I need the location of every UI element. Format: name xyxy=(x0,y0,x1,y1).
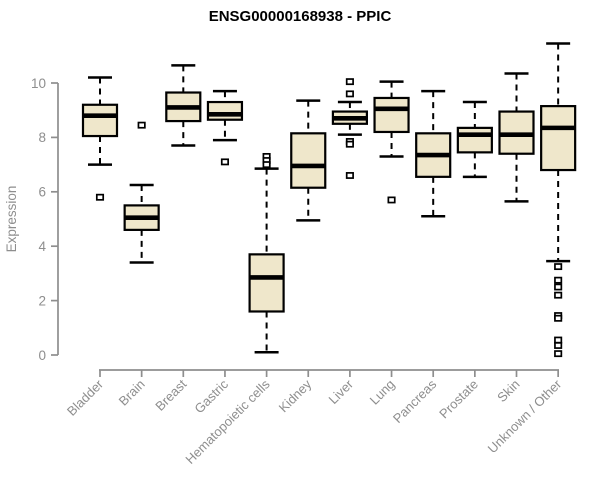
x-label-pancreas: Pancreas xyxy=(390,376,440,426)
x-label-bladder: Bladder xyxy=(64,376,107,419)
box-group-unknown-other xyxy=(540,42,577,358)
outlier-point xyxy=(554,350,563,358)
iqr-box xyxy=(81,103,119,138)
box-group-brain xyxy=(123,121,160,264)
outlier-point xyxy=(554,263,563,271)
outlier-point xyxy=(220,158,230,166)
outlier-point xyxy=(554,314,563,322)
outlier-point xyxy=(95,193,105,201)
outlier-point xyxy=(387,196,396,204)
y-tick-label: 6 xyxy=(38,185,46,200)
box-group-breast xyxy=(165,64,202,147)
outlier-point xyxy=(554,342,563,349)
outlier-point xyxy=(554,291,563,299)
outlier-point xyxy=(345,78,354,86)
outlier-point xyxy=(262,161,271,169)
y-tick-label: 0 xyxy=(38,348,46,363)
outlier-point xyxy=(345,172,354,179)
outlier-point xyxy=(554,336,563,344)
y-axis-label: Expression xyxy=(4,186,19,253)
box-group-skin xyxy=(498,72,535,203)
box-group-kidney xyxy=(290,99,327,222)
iqr-box xyxy=(373,96,410,134)
iqr-box xyxy=(248,253,285,313)
box-group-gastric xyxy=(206,89,244,166)
box-group-liver xyxy=(331,78,368,179)
x-label-liver: Liver xyxy=(325,376,356,407)
iqr-box xyxy=(540,105,577,172)
x-label-brain: Brain xyxy=(116,377,148,409)
y-tick-label: 10 xyxy=(31,76,46,91)
x-label-gastric: Gastric xyxy=(191,376,231,416)
outlier-point xyxy=(554,276,563,284)
box-group-bladder xyxy=(81,76,119,201)
x-label-kidney: Kidney xyxy=(276,376,315,415)
box-group-pancreas xyxy=(415,89,452,218)
box-group-lung xyxy=(373,80,410,204)
outlier-point xyxy=(345,140,354,148)
chart-title: ENSG00000168938 - PPIC xyxy=(209,8,392,25)
x-label-skin: Skin xyxy=(494,377,522,405)
iqr-box xyxy=(456,126,493,154)
y-tick-label: 2 xyxy=(38,293,46,308)
x-label-lung: Lung xyxy=(367,377,398,408)
box-group-prostate xyxy=(456,100,493,179)
x-label-unknown-other: Unknown / Other xyxy=(485,376,565,456)
outlier-point xyxy=(137,121,146,129)
x-label-prostate: Prostate xyxy=(436,377,481,422)
y-tick-label: 4 xyxy=(38,239,46,254)
box-series xyxy=(81,42,577,358)
y-tick-label: 8 xyxy=(38,130,46,145)
iqr-box xyxy=(206,100,244,121)
iqr-box xyxy=(290,132,327,189)
box-group-hematopoietic-cells xyxy=(248,152,285,354)
outlier-point xyxy=(345,90,354,98)
x-label-breast: Breast xyxy=(152,376,189,413)
outlier-point xyxy=(554,283,563,291)
